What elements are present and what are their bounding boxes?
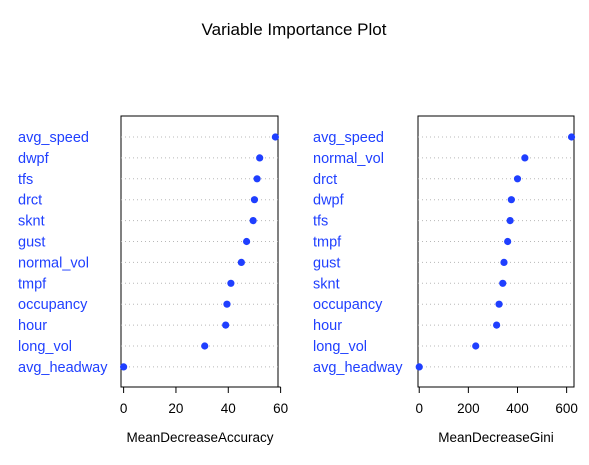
category-label: long_vol bbox=[18, 339, 72, 355]
point-dwpf bbox=[256, 154, 264, 162]
category-label: avg_speed bbox=[313, 130, 384, 146]
category-label: hour bbox=[313, 318, 342, 334]
x-tick-label: 600 bbox=[555, 401, 578, 416]
x-tick-label: 200 bbox=[457, 401, 480, 416]
point-gust bbox=[243, 237, 251, 246]
point-avg-speed bbox=[271, 133, 279, 141]
category-label: dwpf bbox=[313, 193, 345, 209]
point-long-vol bbox=[201, 342, 209, 350]
category-label: tmpf bbox=[313, 235, 342, 251]
point-hour bbox=[493, 321, 501, 329]
category-label: avg_headway bbox=[313, 360, 403, 376]
point-tfs bbox=[506, 217, 514, 225]
point-avg-headway bbox=[120, 363, 128, 371]
category-label: occupancy bbox=[313, 297, 383, 313]
point-occupancy bbox=[495, 300, 503, 308]
point-long-vol bbox=[472, 342, 480, 350]
category-label: avg_headway bbox=[18, 360, 108, 376]
point-tfs bbox=[253, 175, 261, 183]
point-tmpf bbox=[227, 279, 235, 287]
category-label: drct bbox=[18, 193, 42, 209]
point-normal-vol bbox=[237, 258, 245, 266]
x-tick-label: 40 bbox=[221, 401, 236, 416]
point-avg-headway bbox=[415, 363, 423, 371]
plot-frame bbox=[120, 115, 279, 388]
category-label: avg_speed bbox=[18, 130, 89, 146]
point-occupancy bbox=[223, 300, 231, 308]
point-hour bbox=[222, 321, 230, 329]
x-tick-label: 0 bbox=[415, 401, 423, 416]
category-label: gust bbox=[313, 255, 340, 271]
category-label: sknt bbox=[18, 214, 45, 230]
category-label: dwpf bbox=[18, 151, 50, 167]
category-label: gust bbox=[18, 235, 45, 251]
point-normal-vol bbox=[521, 154, 529, 162]
x-tick-label: 0 bbox=[120, 401, 128, 416]
chart-title: Variable Importance Plot bbox=[202, 20, 387, 39]
category-label: long_vol bbox=[313, 339, 367, 355]
point-gust bbox=[500, 258, 508, 266]
point-drct bbox=[250, 196, 259, 204]
category-label: normal_vol bbox=[313, 151, 384, 167]
point-sknt bbox=[499, 279, 507, 287]
category-label: tmpf bbox=[18, 276, 47, 292]
point-dwpf bbox=[507, 196, 515, 204]
category-label: occupancy bbox=[18, 297, 88, 313]
x-axis-label: MeanDecreaseGini bbox=[438, 430, 554, 445]
category-label: sknt bbox=[313, 276, 340, 292]
point-tmpf bbox=[504, 237, 512, 246]
category-label: hour bbox=[18, 318, 47, 334]
category-label: normal_vol bbox=[18, 255, 89, 271]
point-sknt bbox=[249, 217, 257, 225]
x-tick-label: 400 bbox=[506, 401, 529, 416]
category-label: tfs bbox=[18, 172, 33, 188]
point-avg-speed bbox=[567, 133, 576, 141]
x-tick-label: 20 bbox=[168, 401, 183, 416]
x-axis-label: MeanDecreaseAccuracy bbox=[126, 430, 273, 445]
category-label: tfs bbox=[313, 214, 328, 230]
point-drct bbox=[513, 175, 522, 183]
x-tick-label: 60 bbox=[273, 401, 288, 416]
category-label: drct bbox=[313, 172, 337, 188]
